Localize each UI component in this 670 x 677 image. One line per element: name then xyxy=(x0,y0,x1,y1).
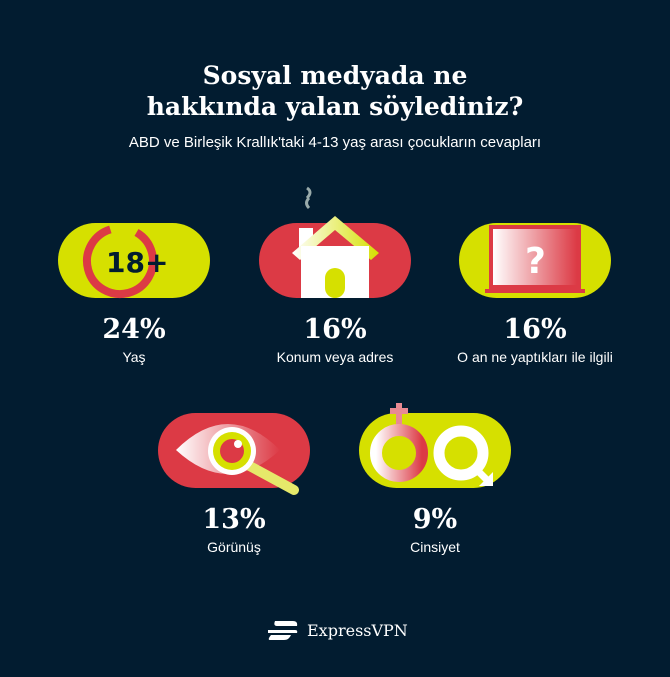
percent: 9% xyxy=(412,504,458,535)
subtitle: ABD ve Birleşik Krallık'taki 4-13 yaş ar… xyxy=(128,134,542,151)
page-title: Sosyal medyada ne hakkında yalan söyledin… xyxy=(0,60,670,122)
label: O an ne yaptıkları ile ilgili xyxy=(457,349,613,365)
stat-gender: 9% Cinsiyet xyxy=(335,403,535,555)
brand-name: ExpressVPN xyxy=(307,620,408,640)
label: Konum veya adres xyxy=(276,349,394,365)
stat-age: 18+ 24% Yaş xyxy=(34,223,234,365)
percent: 16% xyxy=(503,314,567,345)
svg-text:?: ? xyxy=(525,241,546,282)
expressvpn-logo-icon xyxy=(268,621,298,640)
label: Görünüş xyxy=(207,539,261,555)
label: Yaş xyxy=(122,349,146,365)
age-18-plus-icon: 18+ xyxy=(83,224,168,298)
title-line: Sosyal medyada ne xyxy=(202,61,468,90)
svg-text:18+: 18+ xyxy=(106,246,168,279)
gender-symbols-icon xyxy=(370,403,493,486)
eye-magnifier-icon xyxy=(176,424,299,495)
house-icon xyxy=(292,186,379,298)
title-line: hakkında yalan söylediniz? xyxy=(146,92,524,121)
laptop-question-icon: ? xyxy=(485,225,585,293)
label: Cinsiyet xyxy=(410,539,460,555)
pill xyxy=(158,413,310,495)
percent: 16% xyxy=(303,314,367,345)
percent: 13% xyxy=(202,504,266,535)
expressvpn-logo: ExpressVPN xyxy=(265,618,408,642)
stat-activity: ? 16% O an ne yaptıkları ile ilgili xyxy=(435,223,635,365)
stat-location: 16% Konum veya adres xyxy=(235,186,435,365)
pill xyxy=(359,403,511,488)
pill xyxy=(259,186,411,298)
pill: 18+ xyxy=(58,223,210,298)
stat-appearance: 13% Görünüş xyxy=(134,413,334,555)
percent: 24% xyxy=(102,314,166,345)
pill: ? xyxy=(459,223,611,298)
